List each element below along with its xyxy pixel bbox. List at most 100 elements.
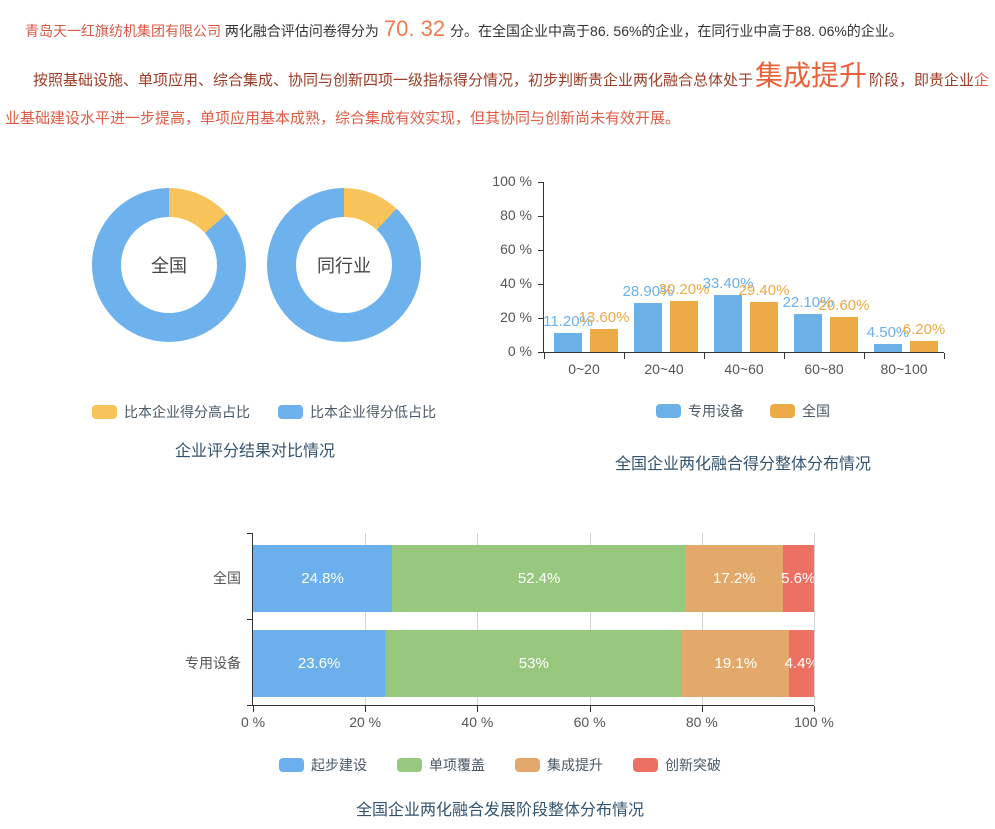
y-axis-label: 100 % bbox=[492, 173, 532, 189]
score-summary-paragraph: 青岛天一红旗纺机集团有限公司 两化融合评估问卷得分为 70. 32 分。在全国企业中… bbox=[25, 14, 985, 46]
legend-swatch-icon bbox=[656, 404, 681, 418]
segment-value-label: 4.4% bbox=[784, 655, 814, 672]
segment-起步建设-全国: 24.8% bbox=[253, 545, 393, 612]
x-axis-tick bbox=[864, 353, 865, 359]
y-axis-label: 0 % bbox=[507, 343, 532, 359]
score-distribution-plot: 0 % 20 % 40 % 60 % 80 % 100 % 0~20 11.20% 13.60%… bbox=[492, 173, 945, 377]
segment-value-label: 24.8% bbox=[301, 570, 344, 587]
segment-value-label: 23.6% bbox=[297, 655, 341, 672]
segment-单项覆盖-专用设备: 53% bbox=[385, 630, 683, 697]
x-axis-label: 0~20 bbox=[568, 361, 600, 377]
assessment-mid-text: 阶段，即贵企业 bbox=[869, 72, 975, 89]
y-axis-label: 40 % bbox=[500, 275, 532, 291]
legend-item-label: 全国 bbox=[802, 403, 830, 419]
x-axis-tick bbox=[544, 353, 545, 359]
score-detail-text: 分。在全国企业中高于86. 56%的企业，在同行业中高于88. 06%的企业。 bbox=[450, 23, 903, 39]
x-axis-label: 80 % bbox=[685, 714, 718, 730]
assessment-lead-text: 按照基础设施、单项应用、综合集成、协同与创新四项一级指标得分情况，初步判断贵企业… bbox=[33, 72, 754, 89]
assessment-stage-text: 集成提升 bbox=[755, 60, 868, 91]
y-axis-label: 80 % bbox=[500, 207, 532, 223]
donut-center-label: 同行业 bbox=[317, 256, 371, 276]
bar-value-label: 22.10% bbox=[782, 294, 834, 312]
x-axis-tick bbox=[477, 706, 479, 712]
legend-item[interactable]: 比本企业得分高占比 bbox=[92, 402, 250, 422]
x-axis-label: 40~60 bbox=[724, 361, 764, 377]
bar-value-label: 28.90% bbox=[622, 282, 674, 300]
x-axis-label: 60 % bbox=[573, 714, 606, 730]
segment-value-label: 5.6% bbox=[781, 570, 814, 587]
bar-全国-60~80 bbox=[830, 316, 858, 352]
bar-专用设备-0~20 bbox=[554, 332, 582, 352]
donut-chart-industry: 同行业 bbox=[267, 188, 421, 342]
bar-全国-40~60 bbox=[750, 302, 778, 352]
y-axis-tick bbox=[247, 533, 253, 534]
legend-item-label: 比本企业得分低占比 bbox=[310, 404, 436, 420]
donut-chart-title: 企业评分结果对比情况 bbox=[174, 443, 335, 460]
donut-legend: 比本企业得分高占比 比本企业得分低占比 bbox=[92, 402, 436, 422]
segment-value-label: 17.2% bbox=[713, 570, 756, 587]
score-distribution-legend: 专用设备 全国 bbox=[543, 401, 943, 421]
legend-item[interactable]: 专用设备 bbox=[656, 401, 744, 421]
x-axis-label: 40 % bbox=[461, 714, 494, 730]
y-axis-tick bbox=[538, 318, 544, 319]
legend-item-label: 创新突破 bbox=[665, 757, 721, 773]
gridline bbox=[477, 533, 479, 705]
legend-swatch-icon bbox=[279, 758, 304, 772]
y-axis-tick bbox=[538, 352, 544, 353]
legend-swatch-icon bbox=[397, 758, 422, 772]
donut-hole: 全国 bbox=[121, 217, 217, 313]
bar-专用设备-20~40 bbox=[634, 302, 662, 352]
stage-distribution-legend: 起步建设 单项覆盖 集成提升 创新突破 bbox=[190, 755, 810, 775]
assessment-paragraph: 按照基础设施、单项应用、综合集成、协同与创新四项一级指标得分情况，初步判断贵企业… bbox=[5, 62, 990, 138]
bar-全国-0~20 bbox=[590, 328, 618, 352]
segment-创新突破-全国: 5.6% bbox=[781, 545, 814, 612]
y-axis-label: 20 % bbox=[500, 309, 532, 325]
legend-swatch-icon bbox=[770, 404, 795, 418]
segment-单项覆盖-全国: 52.4% bbox=[392, 545, 687, 612]
assessment-detail-text: 企业基础建设水平进一步提高，单项应用基本成熟，综合集成有效实现，但其协同与创新尚… bbox=[5, 72, 990, 127]
bar-全国-20~40 bbox=[670, 300, 698, 352]
x-axis-tick bbox=[814, 706, 815, 712]
bar-value-label: 11.20% bbox=[543, 312, 593, 330]
legend-item[interactable]: 创新突破 bbox=[633, 755, 721, 775]
x-axis-label: 0 % bbox=[240, 714, 266, 730]
legend-item[interactable]: 全国 bbox=[770, 401, 830, 421]
y-axis-tick bbox=[538, 284, 544, 285]
donut-center-label: 全国 bbox=[151, 256, 187, 276]
company-name: 青岛天一红旗纺机集团有限公司 bbox=[25, 23, 221, 39]
legend-swatch-icon bbox=[92, 405, 117, 419]
x-axis-tick bbox=[944, 353, 945, 359]
segment-value-label: 53% bbox=[518, 655, 549, 672]
x-axis-tick bbox=[365, 706, 367, 712]
legend-item[interactable]: 起步建设 bbox=[279, 755, 367, 775]
score-prefix-text: 两化融合评估问卷得分为 bbox=[224, 23, 379, 39]
stage-distribution-title: 全国企业两化融合发展阶段整体分布情况 bbox=[355, 802, 644, 819]
x-axis-tick bbox=[704, 353, 705, 359]
donut-hole: 同行业 bbox=[296, 217, 392, 313]
bar-value-label: 33.40% bbox=[702, 275, 754, 293]
segment-value-label: 52.4% bbox=[517, 570, 561, 587]
donut-chart-national: 全国 bbox=[92, 188, 246, 342]
y-axis-tick bbox=[247, 705, 253, 706]
bar-value-label: 20.60% bbox=[818, 296, 870, 314]
legend-item[interactable]: 集成提升 bbox=[515, 755, 603, 775]
stage-distribution-plot: 0 % 20 % 40 % 60 % 80 % 100 % 全国 24.8% 52.4% 17.2… bbox=[185, 533, 834, 730]
y-axis-tick bbox=[538, 250, 544, 251]
x-axis-tick bbox=[253, 706, 254, 712]
row-label-专用设备: 专用设备 bbox=[185, 655, 241, 671]
bar-value-label: 29.40% bbox=[738, 282, 790, 300]
legend-swatch-icon bbox=[278, 405, 303, 419]
y-axis-tick bbox=[247, 619, 253, 620]
legend-item[interactable]: 比本企业得分低占比 bbox=[278, 402, 436, 422]
x-axis-tick bbox=[589, 706, 591, 712]
gridline bbox=[365, 533, 367, 705]
bar-value-label: 6.20% bbox=[902, 321, 946, 339]
stacked-row-专用设备: 23.6% 53% 19.1% 4.4% bbox=[253, 630, 814, 697]
gridline bbox=[589, 533, 591, 705]
segment-创新突破-专用设备: 4.4% bbox=[785, 630, 814, 697]
gridline bbox=[814, 533, 815, 705]
stacked-row-全国: 24.8% 52.4% 17.2% 5.6% bbox=[253, 545, 814, 612]
x-axis-tick bbox=[784, 353, 785, 359]
legend-item[interactable]: 单项覆盖 bbox=[397, 755, 485, 775]
